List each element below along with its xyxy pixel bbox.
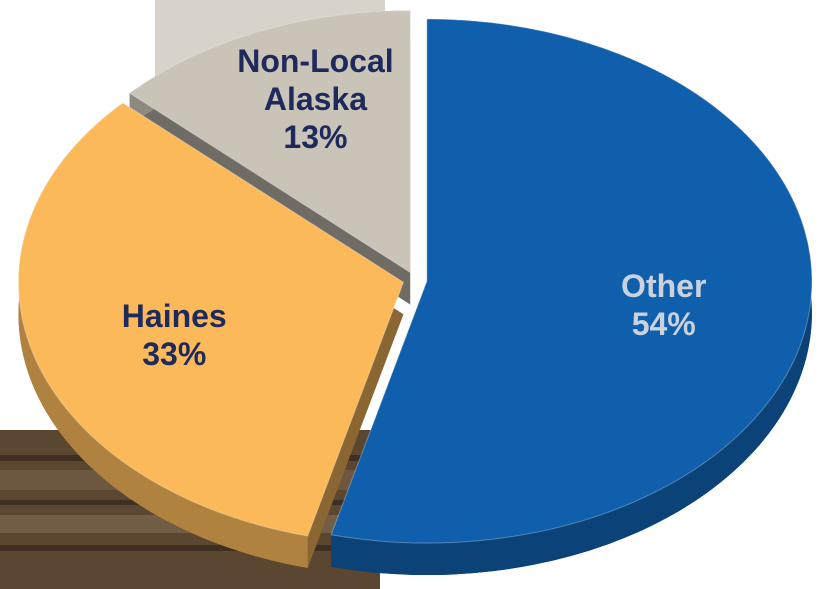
value-label: 54%	[569, 305, 759, 343]
value-label: 33%	[79, 335, 269, 373]
category: Haines	[79, 297, 269, 335]
category: Other	[569, 267, 759, 305]
page: Other54%Haines33%Non-Local Alaska13% (()…	[0, 0, 818, 589]
value-label: 13%	[220, 118, 410, 156]
category: Non-Local Alaska	[220, 42, 410, 118]
